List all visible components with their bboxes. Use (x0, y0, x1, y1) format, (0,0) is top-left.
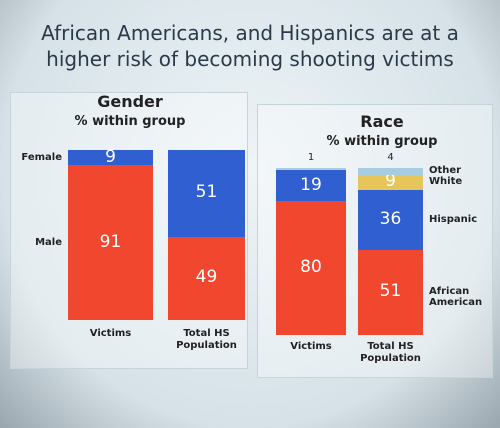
legend-label: African American (429, 286, 483, 309)
bar-segment (68, 150, 153, 166)
bar-segment (358, 168, 423, 175)
bar-segment (68, 165, 153, 320)
chart-subtitle: % within group (74, 114, 186, 129)
legend-label: White (429, 176, 463, 188)
bar-segment (168, 150, 245, 237)
value-label: 51 (379, 281, 402, 302)
value-label: 1 (307, 152, 315, 163)
bar-segment (358, 174, 423, 190)
x-tick-label: Total HS Population (360, 341, 421, 364)
value-label: 51 (195, 182, 218, 203)
chart-title: Gender (97, 92, 163, 111)
bar-segment (276, 201, 346, 335)
slide-title: African Americans, and Hispanics are at … (41, 21, 459, 71)
legend-label: Hispanic (429, 213, 478, 225)
value-label: 9 (385, 171, 396, 192)
x-tick-label: Victims (89, 328, 132, 339)
value-label: 4 (387, 152, 394, 163)
legend-label: Male (35, 236, 62, 248)
legend-label: Other (429, 165, 462, 177)
legend-label: Female (21, 151, 62, 163)
bar-segment (276, 169, 346, 202)
bar-segment (358, 189, 423, 250)
chart-subtitle: % within group (326, 134, 438, 149)
value-label: 19 (300, 174, 322, 195)
value-label: 36 (379, 208, 402, 229)
chart-title: Race (360, 112, 404, 131)
x-tick-label: Victims (290, 341, 332, 352)
bar-segment (276, 168, 346, 170)
bar-segment (358, 249, 423, 335)
value-label: 91 (99, 231, 122, 252)
value-label: 9 (105, 146, 116, 167)
bar-segment (168, 236, 245, 320)
value-label: 49 (195, 267, 218, 288)
value-label: 80 (300, 257, 322, 278)
x-tick-label: Total HS Population (176, 328, 237, 351)
